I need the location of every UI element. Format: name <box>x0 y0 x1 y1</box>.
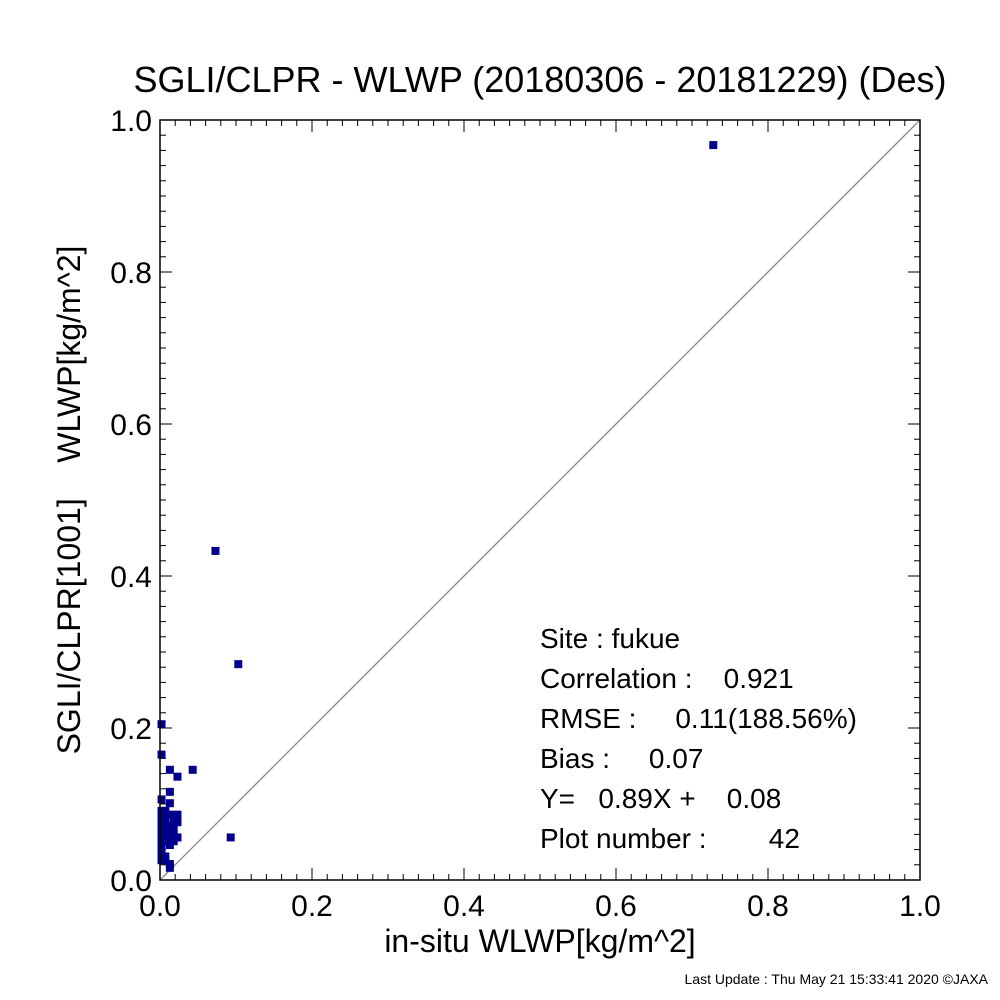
data-point <box>173 772 182 781</box>
data-point <box>165 799 174 808</box>
data-point <box>157 841 166 850</box>
data-point <box>165 810 174 819</box>
data-point <box>188 765 197 774</box>
data-point <box>226 833 235 842</box>
x-tick-label: 0.0 <box>139 890 181 923</box>
stats-block: Site : fukue Correlation : 0.921 RMSE : … <box>540 623 857 854</box>
stats-regression: Y= 0.89X + 0.08 <box>540 783 781 814</box>
x-tick-label: 0.4 <box>443 890 485 923</box>
y-tick-label: 0.2 <box>110 713 152 746</box>
data-point <box>161 852 170 861</box>
one-to-one-line <box>159 119 921 881</box>
y-tick-label: 0.8 <box>110 257 152 290</box>
tick-labels-group: 0.0 0.2 0.4 0.6 0.8 1.0 0.0 0.2 0.4 0.6 0.8 1.0 <box>110 105 941 923</box>
data-point <box>173 818 182 827</box>
data-point <box>157 795 166 804</box>
stats-bias: Bias : 0.07 <box>540 743 703 774</box>
y-tick-label: 0.0 <box>110 865 152 898</box>
stats-rmse: RMSE : 0.11(188.56%) <box>540 703 857 734</box>
data-point <box>173 810 182 819</box>
stats-plot-number: Plot number : 42 <box>540 823 800 854</box>
y-tick-label: 0.4 <box>110 561 152 594</box>
data-point <box>165 787 174 796</box>
x-tick-label: 0.6 <box>595 890 637 923</box>
footer-last-update: Last Update : Thu May 21 15:33:41 2020 ©… <box>685 971 989 987</box>
data-point <box>165 765 174 774</box>
axis-ticks-group <box>159 119 921 881</box>
data-point <box>709 141 718 150</box>
stats-site: Site : fukue <box>540 623 680 654</box>
data-point <box>234 660 243 669</box>
x-tick-label: 0.2 <box>291 890 333 923</box>
data-point <box>157 720 166 729</box>
x-axis-label: in-situ WLWP[kg/m^2] <box>384 923 695 959</box>
x-tick-label: 1.0 <box>899 890 941 923</box>
chart-title: SGLI/CLPR - WLWP (20180306 - 20181229) (… <box>133 59 946 100</box>
data-point <box>165 863 174 872</box>
data-point <box>169 837 178 846</box>
data-point <box>211 546 220 555</box>
plot-frame <box>159 119 921 881</box>
x-tick-label: 0.8 <box>747 890 789 923</box>
reference-line-group <box>159 119 921 881</box>
stats-correlation: Correlation : 0.921 <box>540 663 794 694</box>
y-axis-label: SGLI/CLPR[1001] WLWP[kg/m^2] <box>51 246 87 755</box>
y-tick-label: 0.6 <box>110 409 152 442</box>
data-points-group <box>157 141 718 872</box>
y-tick-label: 1.0 <box>110 105 152 138</box>
data-point <box>157 750 166 759</box>
data-point <box>157 806 166 815</box>
